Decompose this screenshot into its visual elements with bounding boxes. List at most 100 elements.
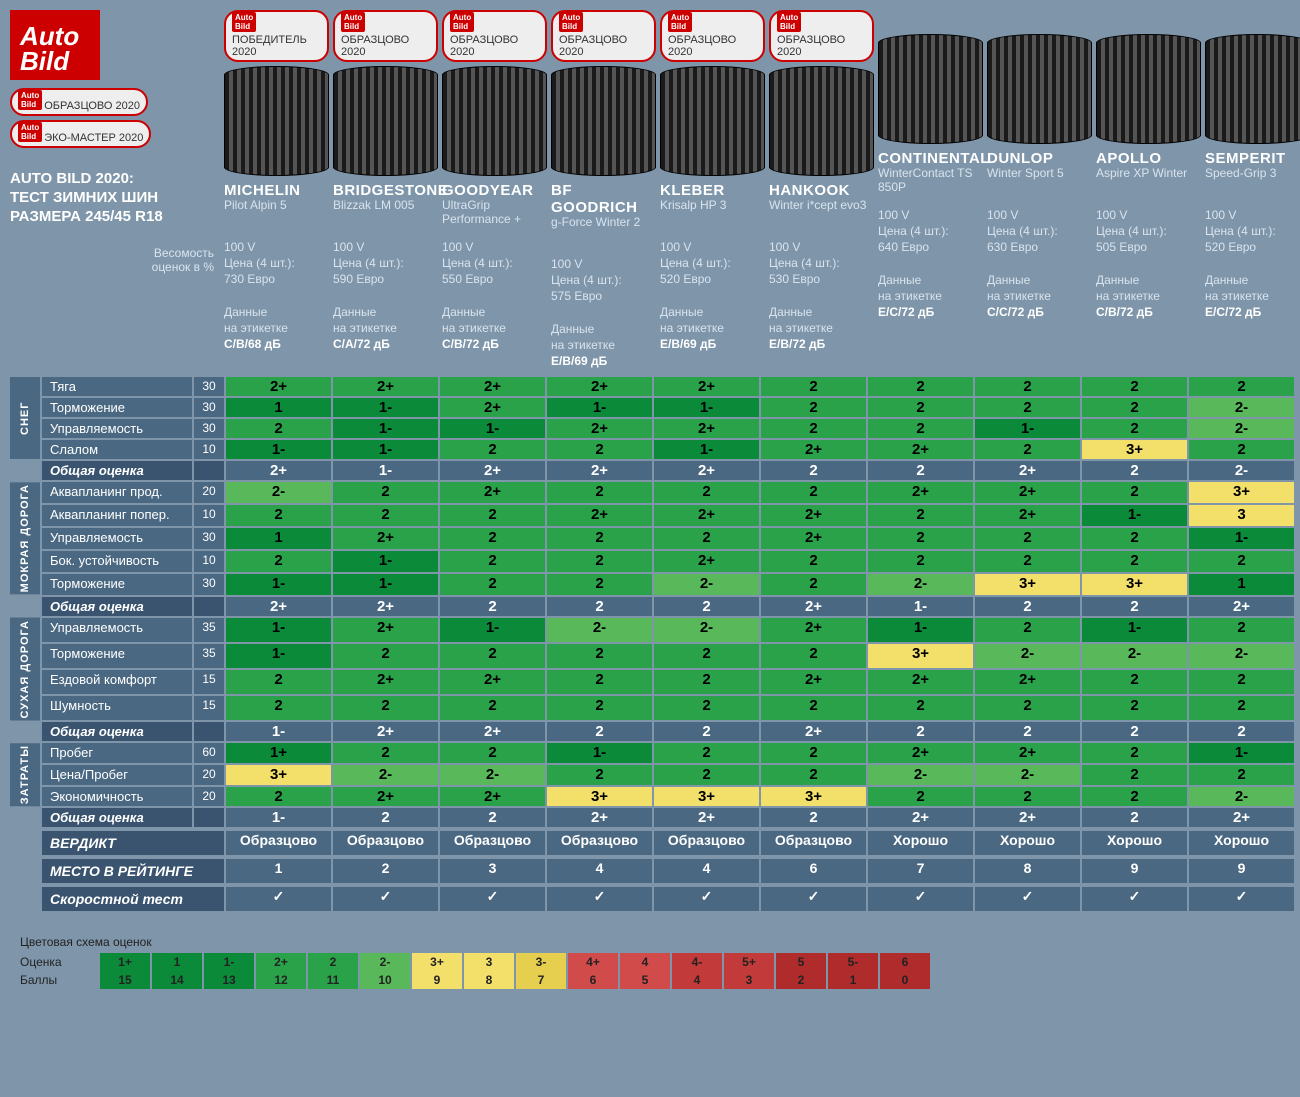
weight: 10	[194, 505, 224, 526]
model: Aspire XP Winter	[1096, 167, 1201, 201]
score-cell: 2	[547, 696, 652, 720]
score-cell: 2	[333, 696, 438, 720]
score-cell: 2	[654, 528, 759, 549]
autobild-logo: Auto Bild	[10, 10, 100, 80]
score-cell: 2+	[440, 670, 545, 694]
legend-points: 1	[828, 971, 878, 989]
category-label: МОКРАЯ ДОРОГА	[10, 482, 40, 594]
footer-cell: Хорошо	[1189, 831, 1294, 855]
weight: 30	[194, 574, 224, 595]
score-cell: 2-	[1189, 419, 1294, 438]
score-cell: 2	[868, 398, 973, 417]
score-cell: 2+	[440, 377, 545, 396]
summary-cell: 2	[1082, 808, 1187, 827]
brand: HANKOOK	[769, 182, 874, 199]
tire-col: AutoBildОБРАЗЦОВО 2020 HANKOOK Winter i*…	[769, 10, 874, 352]
legend: Цветовая схема оценок Оценка 1+11-2+22-3…	[10, 935, 1290, 989]
weight-label: Весомостьоценок в %	[10, 246, 220, 274]
score-cell: 2-	[975, 765, 1080, 785]
legend-points: 14	[152, 971, 202, 989]
score-cell: 2	[975, 787, 1080, 807]
score-cell: 1-	[1189, 528, 1294, 549]
score-cell: 2+	[547, 377, 652, 396]
row-label: Пробег	[42, 743, 192, 763]
row-label: Управляемость	[42, 419, 192, 438]
tire-icon	[1096, 34, 1201, 144]
tire-icon	[878, 34, 983, 144]
summary-cell: 2	[333, 808, 438, 827]
score-cell: 2	[547, 482, 652, 503]
summary-cell: 2	[547, 722, 652, 741]
summary-cell: 2+	[226, 597, 331, 616]
score-cell: 2	[975, 440, 1080, 459]
legend-points: 3	[724, 971, 774, 989]
brand: MICHELIN	[224, 182, 329, 199]
award-badge: AutoBildОБРАЗЦОВО 2020	[333, 10, 438, 62]
footer-cell: Хорошо	[1082, 831, 1187, 855]
footer-row: МЕСТО В РЕЙТИНГЕ1234467899	[10, 859, 1290, 883]
score-cell: 1-	[226, 644, 331, 668]
weight: 30	[194, 419, 224, 438]
brand: KLEBER	[660, 182, 765, 199]
legend-points: 8	[464, 971, 514, 989]
score-cell: 2	[1189, 765, 1294, 785]
score-cell: 2	[761, 482, 866, 503]
footer-cell: Образцово	[440, 831, 545, 855]
weight: 20	[194, 765, 224, 785]
footer-cell: ✓	[1082, 887, 1187, 911]
score-cell: 3+	[547, 787, 652, 807]
score-cell: 2	[975, 618, 1080, 642]
score-cell: 2	[1082, 696, 1187, 720]
summary-cell: 2	[1082, 461, 1187, 480]
footer-cell: Образцово	[547, 831, 652, 855]
footer-cell: ✓	[547, 887, 652, 911]
summary-cell: 2+	[547, 808, 652, 827]
score-cell: 2	[654, 765, 759, 785]
score-cell: 1-	[975, 419, 1080, 438]
tire-icon	[551, 66, 656, 176]
summary-label: Общая оценка	[42, 461, 192, 480]
score-cell: 2-	[654, 574, 759, 595]
score-cell: 2	[1189, 670, 1294, 694]
footer-cell: 9	[1082, 859, 1187, 883]
legend-points: 0	[880, 971, 930, 989]
model: WinterContact TS 850P	[878, 167, 983, 201]
tire-col: AutoBildОБРАЗЦОВО 2020 BRIDGESTONE Blizz…	[333, 10, 438, 352]
score-cell: 2	[868, 787, 973, 807]
legend-grade: 4+	[568, 953, 618, 971]
legend-points: 5	[620, 971, 670, 989]
weight: 20	[194, 482, 224, 503]
summary-cell: 1-	[333, 461, 438, 480]
test-title: AUTO BILD 2020:ТЕСТ ЗИМНИХ ШИНРАЗМЕРА 24…	[10, 170, 220, 226]
legend-grade-label: Оценка	[10, 955, 100, 969]
score-cell: 2	[975, 398, 1080, 417]
score-cell: 2	[440, 574, 545, 595]
score-cell: 2	[761, 398, 866, 417]
row-label: Торможение	[42, 398, 192, 417]
row-label: Аквапланинг попер.	[42, 505, 192, 526]
score-cell: 2-	[868, 574, 973, 595]
model: Winter Sport 5	[987, 167, 1092, 201]
score-cell: 2-	[975, 644, 1080, 668]
score-cell: 2	[226, 551, 331, 572]
summary-label: Общая оценка	[42, 808, 192, 827]
weight: 30	[194, 528, 224, 549]
footer-cell: Хорошо	[975, 831, 1080, 855]
footer-cell: ✓	[226, 887, 331, 911]
legend-points: 4	[672, 971, 722, 989]
summary-cell: 2	[761, 461, 866, 480]
weight: 15	[194, 696, 224, 720]
score-cell: 1-	[333, 398, 438, 417]
award-badge: AutoBildОБРАЗЦОВО 2020	[551, 10, 656, 62]
score-cell: 2	[226, 505, 331, 526]
award-badge: AutoBildПОБЕДИТЕЛЬ 2020	[224, 10, 329, 62]
footer-label: МЕСТО В РЕЙТИНГЕ	[42, 859, 224, 883]
legend-points: 15	[100, 971, 150, 989]
row-label: Шумность	[42, 696, 192, 720]
footer-cell: ✓	[1189, 887, 1294, 911]
score-cell: 2+	[868, 482, 973, 503]
summary-cell: 1-	[226, 722, 331, 741]
score-cell: 3	[1189, 505, 1294, 526]
tire-col: SEMPERIT Speed-Grip 3 100 VЦена (4 шт.):…	[1205, 10, 1300, 320]
score-cell: 2+	[654, 551, 759, 572]
